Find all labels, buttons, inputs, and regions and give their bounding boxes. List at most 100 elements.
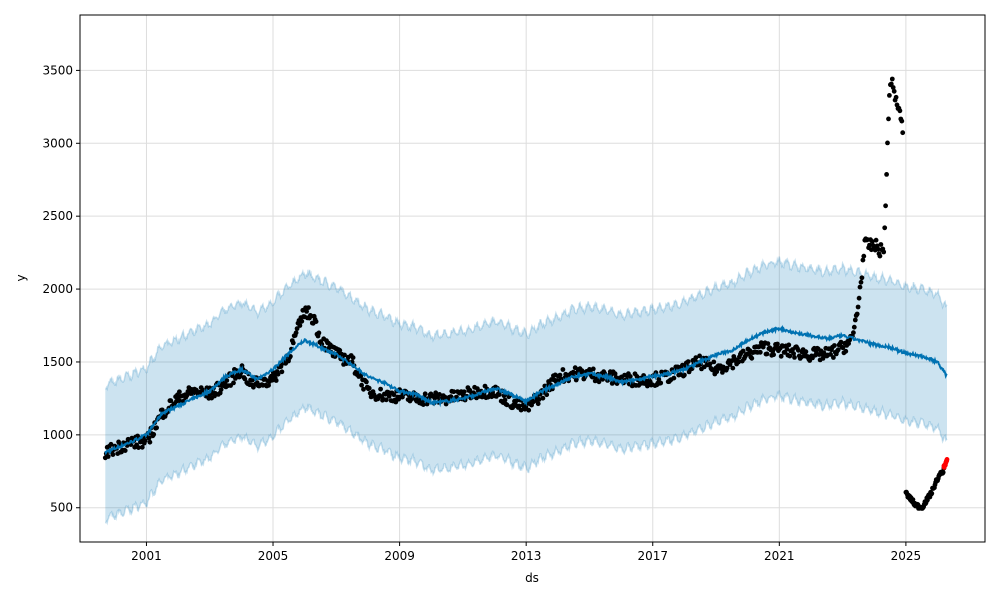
- actual-point: [481, 391, 487, 397]
- actual-point: [860, 257, 866, 263]
- actual-point: [883, 203, 888, 209]
- actual-point: [516, 403, 522, 409]
- actual-point: [693, 355, 699, 361]
- actual-point: [897, 108, 903, 114]
- yhat-line: [104, 324, 948, 456]
- x-tick-label: 2017: [637, 549, 668, 563]
- x-tick-label: 2025: [891, 549, 922, 563]
- actual-point: [835, 347, 841, 353]
- plot-frame: [79, 14, 986, 543]
- actual-point: [843, 348, 849, 354]
- actual-point: [290, 340, 296, 346]
- actual-point: [366, 385, 372, 391]
- actual-point: [420, 402, 426, 407]
- actual-point: [899, 118, 905, 124]
- actual-point: [714, 369, 720, 375]
- y-tick-label: 3000: [42, 136, 73, 150]
- actual-point: [658, 380, 664, 386]
- actual-point: [856, 295, 862, 301]
- actual-point: [757, 349, 763, 355]
- x-tick-label: 2001: [131, 549, 162, 563]
- actual-point: [784, 346, 790, 352]
- y-tick-label: 2500: [42, 209, 73, 223]
- actual-point: [787, 353, 793, 359]
- actual-point: [757, 344, 762, 349]
- actual-point: [882, 225, 888, 231]
- actual-point: [685, 359, 691, 364]
- x-tick-label: 2013: [511, 549, 542, 563]
- actual-point: [838, 339, 844, 345]
- actual-point: [831, 355, 836, 360]
- actual-point: [573, 377, 579, 383]
- y-tick-label: 1000: [42, 428, 73, 442]
- actual-point: [523, 404, 529, 410]
- actual-point: [851, 330, 856, 336]
- actual-point: [378, 386, 383, 392]
- actual-point: [889, 76, 895, 82]
- actual-point: [888, 81, 894, 87]
- actual-point: [139, 444, 145, 450]
- actual-point: [218, 387, 224, 392]
- actual-point: [852, 317, 858, 323]
- actual-point: [887, 93, 892, 98]
- actual-point: [832, 343, 837, 348]
- actual-point: [544, 392, 550, 398]
- y-tick-label: 3500: [42, 63, 73, 77]
- actual-point: [851, 324, 857, 330]
- actual-point: [890, 85, 896, 90]
- actual-point: [873, 237, 879, 243]
- actual-point: [884, 172, 889, 177]
- actual-point: [273, 378, 279, 383]
- actual-point: [304, 309, 309, 314]
- actual-point: [239, 363, 245, 369]
- actual-point: [437, 392, 442, 397]
- actual-point: [764, 351, 770, 357]
- actual-point: [358, 373, 364, 379]
- actual-point: [306, 305, 311, 310]
- actual-point: [886, 116, 891, 122]
- actual-point: [536, 397, 542, 402]
- actual-point: [656, 376, 662, 382]
- actual-point: [557, 372, 563, 378]
- actual-point: [858, 279, 864, 285]
- actual-point: [540, 395, 546, 401]
- actual-point: [146, 435, 152, 441]
- actual-point: [342, 352, 347, 358]
- actual-point: [224, 378, 230, 383]
- actual-point: [940, 470, 946, 475]
- actual-point: [786, 342, 792, 348]
- actual-point: [136, 445, 141, 450]
- actual-point: [612, 371, 618, 377]
- upper-bound-line: [105, 256, 948, 392]
- y-axis-label: y: [14, 274, 28, 281]
- lower-bound-line: [105, 390, 948, 526]
- x-tick-label: 2005: [258, 549, 289, 563]
- actual-point: [791, 351, 796, 356]
- actual-point: [110, 452, 116, 457]
- actual-point: [645, 383, 650, 389]
- y-tick-label: 2000: [42, 282, 73, 296]
- actual-point: [881, 249, 887, 255]
- actual-point: [451, 389, 457, 395]
- actual-point: [383, 397, 389, 403]
- actual-point: [108, 441, 114, 447]
- actual-point: [168, 398, 174, 404]
- actual-point: [105, 454, 111, 459]
- actual-point: [854, 311, 860, 317]
- actual-point: [297, 323, 303, 328]
- actual-point: [266, 382, 271, 388]
- actual-point: [422, 391, 428, 397]
- actual-point: [730, 365, 736, 371]
- actual-point: [590, 366, 596, 372]
- actual-point: [627, 374, 633, 379]
- actual-point: [242, 376, 248, 382]
- actual-point: [570, 369, 576, 375]
- actual-point: [154, 425, 160, 431]
- actual-point: [885, 140, 890, 146]
- actual-point: [502, 397, 508, 403]
- axis-ticks: 2001 2005 2009 2013 2017 2021 2025 500 1000 1500 2…: [42, 63, 921, 563]
- actual-point: [142, 438, 148, 444]
- grid: [80, 15, 985, 542]
- actual-point: [775, 341, 780, 347]
